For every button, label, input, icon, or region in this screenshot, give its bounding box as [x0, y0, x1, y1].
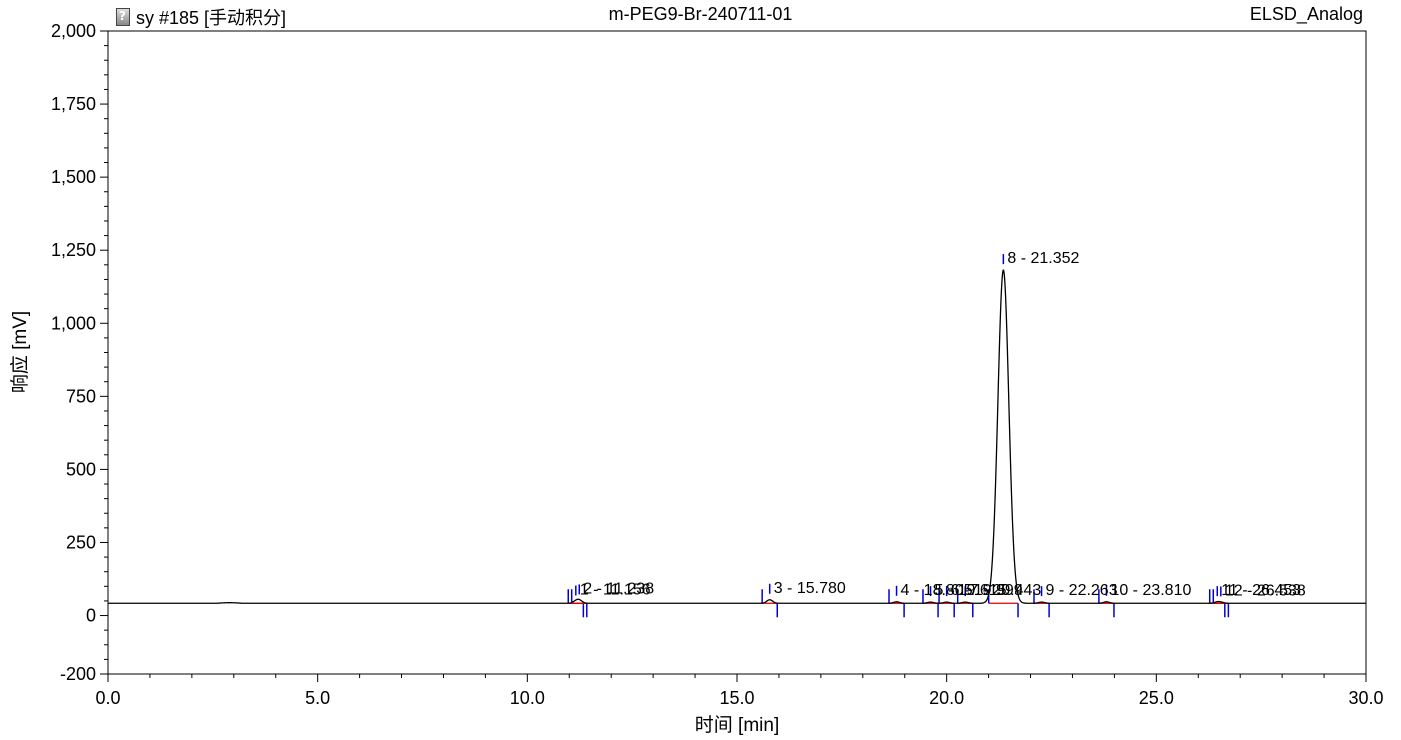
y-tick-label: 500 — [66, 459, 96, 479]
peak-label: 12 - 26.538 — [1225, 582, 1306, 599]
peak-label: 10 - 23.810 — [1110, 582, 1191, 599]
x-tick-label: 0.0 — [95, 688, 120, 708]
channel-name: ELSD_Analog — [1249, 4, 1363, 24]
document-question-icon[interactable] — [116, 8, 130, 26]
y-tick-label: 1,250 — [51, 240, 96, 260]
y-tick-label: 1,000 — [51, 313, 96, 333]
y-tick-label: 2,000 — [51, 21, 96, 41]
sample-title: sy #185 [手动积分] — [116, 4, 286, 30]
y-axis-label: 响应 [mV] — [9, 311, 31, 393]
peak-label: 7 - 20.443 — [969, 582, 1041, 599]
peak-label: 8 - 21.352 — [1007, 250, 1079, 267]
y-tick-label: 250 — [66, 532, 96, 552]
y-tick-label: -200 — [60, 664, 96, 684]
peak-label: 11 - 26.453 — [1221, 582, 1301, 599]
integration-marks — [567, 254, 1230, 618]
peak-label: 3 - 15.780 — [774, 580, 846, 597]
y-axis: -200 0 250 500 750 1,000 1,250 1,500 1,750 2,000 — [51, 21, 108, 684]
x-tick-label: 30.0 — [1348, 688, 1383, 708]
peak-label: 4 - 18.805 — [901, 582, 973, 599]
peak-label: 9 - 22.263 — [1046, 582, 1118, 599]
peak-label: 6 - 19.999 — [951, 582, 1023, 599]
y-tick-label: 1,500 — [51, 167, 96, 187]
peak-label: 5 - 19.615 — [935, 582, 1007, 599]
chromatogram-trace — [108, 269, 1366, 604]
plot-area — [107, 30, 1367, 675]
peak-label: 1 - 11.156 — [580, 582, 651, 599]
x-tick-label: 20.0 — [929, 688, 964, 708]
x-tick-label: 15.0 — [719, 688, 754, 708]
x-tick-label: 25.0 — [1139, 688, 1174, 708]
x-tick-label: 10.0 — [510, 688, 545, 708]
sample-title-text: sy #185 [手动积分] — [136, 8, 287, 28]
x-axis: 0.0 5.0 10.0 15.0 20.0 25.0 30.0 — [95, 674, 1384, 708]
peak-label: 2 - 11.238 — [583, 580, 654, 597]
x-tick-label: 5.0 — [305, 688, 330, 708]
y-tick-label: 750 — [66, 386, 96, 406]
x-axis-label: 时间 [min] — [695, 714, 779, 736]
y-tick-label: 1,750 — [51, 94, 96, 114]
y-tick-label: 0 — [86, 606, 96, 626]
